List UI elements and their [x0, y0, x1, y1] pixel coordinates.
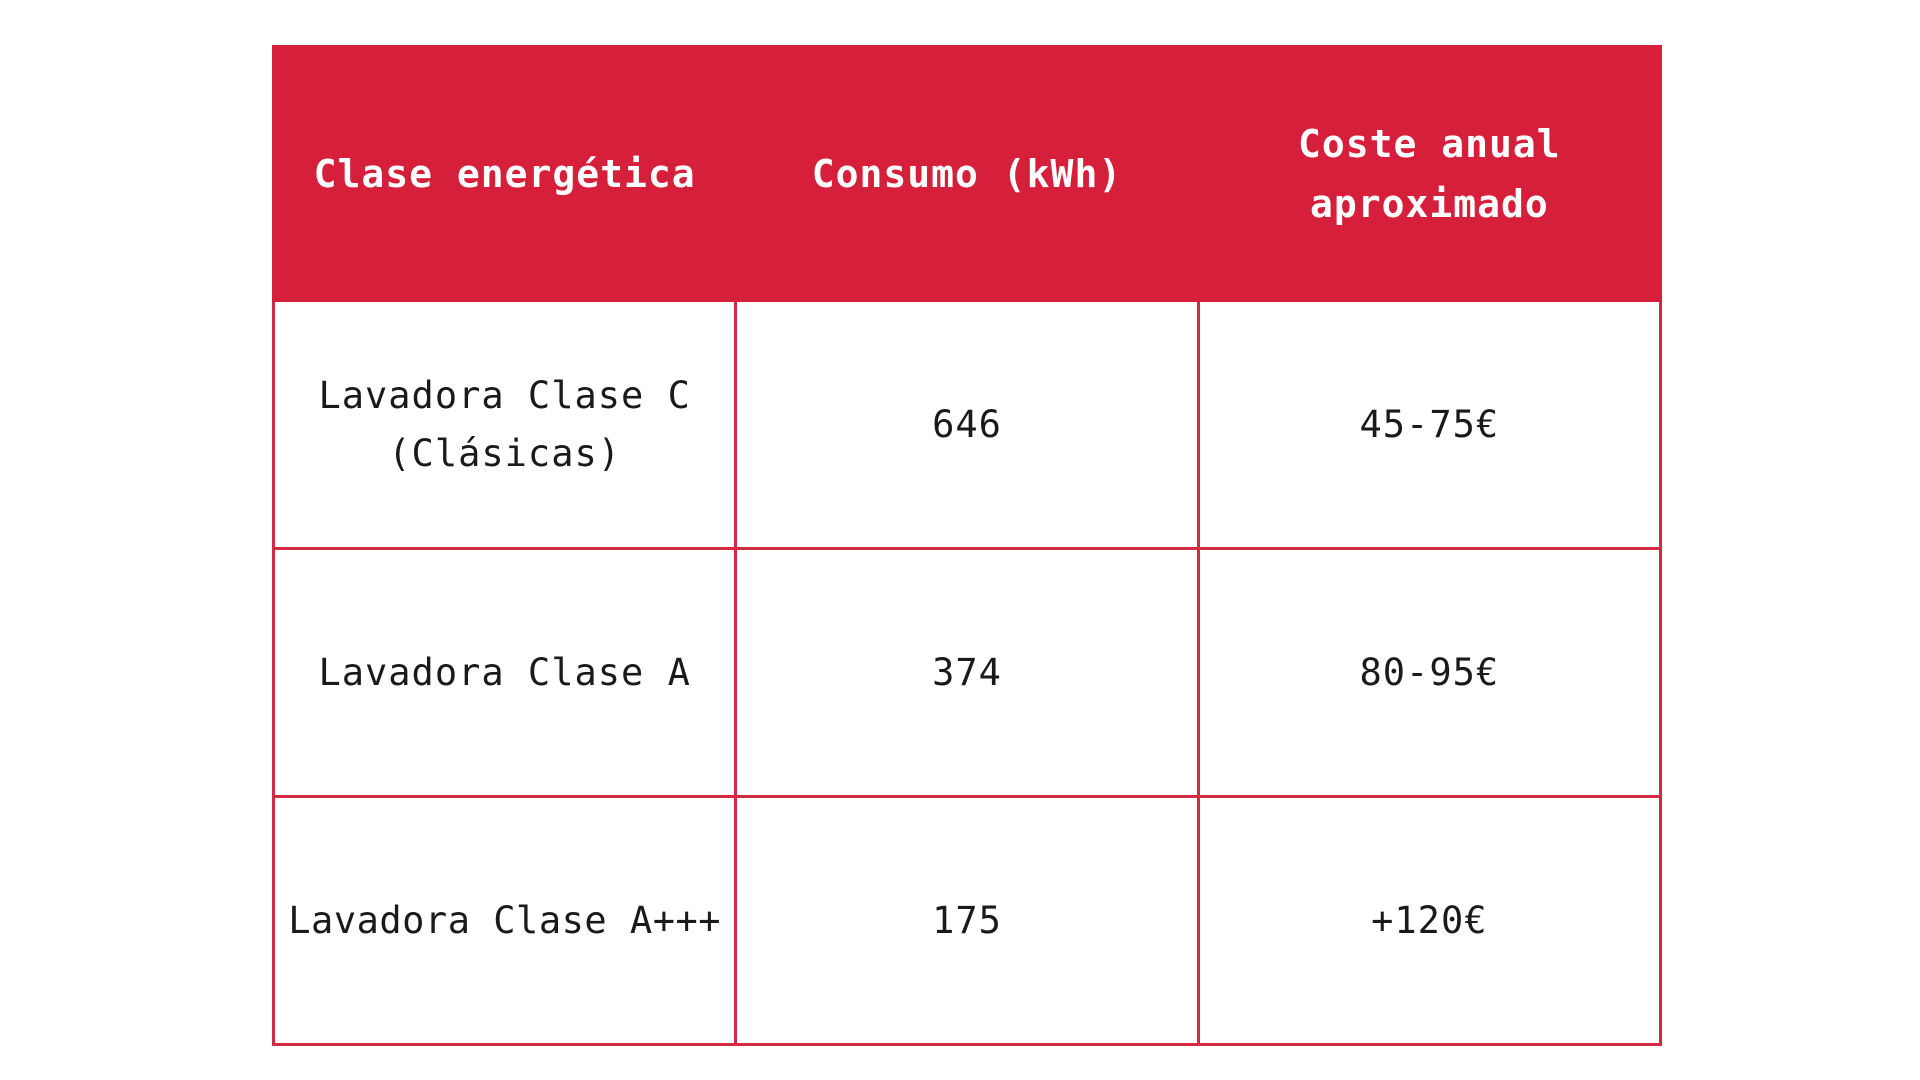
cell-clase: Lavadora Clase A+++ — [271, 795, 738, 1046]
cell-coste: +120€ — [1196, 795, 1663, 1046]
table-row: Lavadora Clase C (Clásicas) 646 45-75€ — [271, 299, 1663, 550]
table-header-row: Clase energética Consumo (kWh) Coste anu… — [271, 45, 1663, 302]
table-row: Lavadora Clase A 374 80-95€ — [271, 547, 1663, 798]
header-clase-energetica: Clase energética — [271, 45, 738, 302]
cell-coste: 80-95€ — [1196, 547, 1663, 798]
table-row: Lavadora Clase A+++ 175 +120€ — [271, 795, 1663, 1046]
header-coste-anual: Coste anual aproximado — [1196, 45, 1663, 302]
energy-consumption-table: Clase energética Consumo (kWh) Coste anu… — [271, 45, 1663, 1046]
cell-clase: Lavadora Clase A — [271, 547, 738, 798]
cell-consumo: 374 — [734, 547, 1200, 798]
cell-consumo: 646 — [734, 299, 1200, 550]
cell-clase: Lavadora Clase C (Clásicas) — [271, 299, 738, 550]
cell-consumo: 175 — [734, 795, 1200, 1046]
cell-coste: 45-75€ — [1196, 299, 1663, 550]
header-consumo: Consumo (kWh) — [734, 45, 1200, 302]
